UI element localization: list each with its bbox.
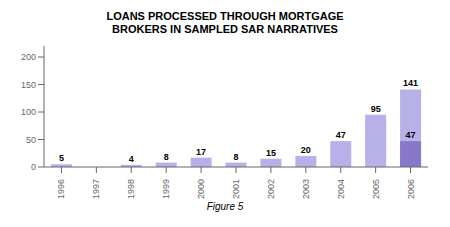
svg-text:15: 15 — [266, 148, 276, 158]
svg-text:2002: 2002 — [266, 179, 276, 199]
svg-text:2006: 2006 — [406, 179, 416, 199]
svg-text:0: 0 — [31, 162, 36, 172]
svg-text:5: 5 — [59, 153, 64, 163]
svg-text:200: 200 — [21, 52, 36, 62]
svg-text:141: 141 — [403, 78, 418, 88]
html-text:BROKERS IN SAMPLED SAR NARRATI: BROKERS IN SAMPLED SAR NARRATIVES — [112, 23, 338, 35]
svg-text:1997: 1997 — [91, 179, 101, 199]
svg-text:1998: 1998 — [126, 179, 136, 199]
svg-text:2000: 2000 — [196, 179, 206, 199]
svg-text:150: 150 — [21, 80, 36, 90]
svg-text:47: 47 — [406, 130, 416, 140]
svg-text:100: 100 — [21, 107, 36, 117]
svg-text:47: 47 — [336, 130, 346, 140]
svg-text:2001: 2001 — [231, 179, 241, 199]
svg-text:8: 8 — [164, 152, 169, 162]
svg-text:4: 4 — [129, 154, 134, 164]
svg-text:95: 95 — [371, 104, 381, 114]
svg-text:2003: 2003 — [301, 179, 311, 199]
svg-text:2005: 2005 — [371, 179, 381, 199]
svg-text:1999: 1999 — [161, 179, 171, 199]
html-text:Figure 5: Figure 5 — [206, 201, 244, 212]
svg-text:17: 17 — [196, 147, 206, 157]
svg-text:1996: 1996 — [56, 179, 66, 199]
svg-text:8: 8 — [234, 152, 239, 162]
html-text:LOANS PROCESSED THROUGH MORTGA: LOANS PROCESSED THROUGH MORTGAGE — [106, 10, 344, 22]
svg-text:2004: 2004 — [336, 179, 346, 199]
svg-text:20: 20 — [301, 145, 311, 155]
svg-text:50: 50 — [26, 135, 36, 145]
